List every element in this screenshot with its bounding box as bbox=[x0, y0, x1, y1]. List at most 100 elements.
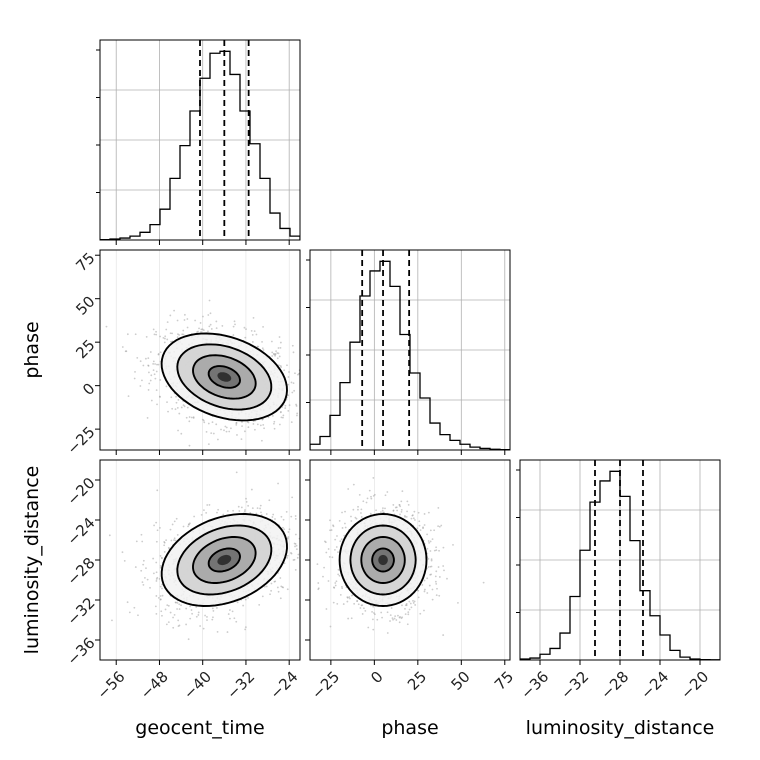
scatter-point bbox=[384, 494, 387, 497]
scatter-point bbox=[426, 547, 429, 550]
scatter-point bbox=[372, 494, 375, 497]
scatter-point bbox=[180, 432, 183, 435]
scatter-point bbox=[370, 497, 373, 500]
scatter-point bbox=[201, 418, 204, 421]
scatter-point bbox=[343, 534, 346, 537]
scatter-point bbox=[152, 328, 155, 331]
scatter-point bbox=[335, 546, 338, 548]
scatter-point bbox=[139, 385, 142, 387]
scatter-point bbox=[284, 404, 287, 407]
scatter-point bbox=[169, 528, 172, 531]
scatter-point bbox=[380, 511, 382, 514]
y-tick-label: −36 bbox=[63, 634, 98, 669]
scatter-point bbox=[152, 363, 155, 365]
scatter-point bbox=[242, 604, 245, 607]
scatter-point bbox=[430, 573, 433, 576]
scatter-point bbox=[397, 614, 399, 617]
scatter-point bbox=[328, 556, 331, 558]
scatter-point bbox=[208, 504, 211, 506]
scatter-point bbox=[166, 321, 169, 324]
scatter-point bbox=[229, 617, 231, 620]
scatter-point bbox=[159, 335, 162, 338]
scatter-point bbox=[194, 319, 197, 322]
scatter-point bbox=[293, 542, 296, 545]
scatter-point bbox=[172, 626, 175, 629]
scatter-point bbox=[406, 623, 409, 626]
scatter-point bbox=[372, 605, 375, 608]
scatter-point bbox=[355, 517, 358, 520]
scatter-point bbox=[295, 403, 298, 406]
scatter-point bbox=[235, 471, 238, 474]
scatter-point bbox=[241, 425, 243, 428]
scatter-point bbox=[371, 610, 373, 613]
scatter-point bbox=[348, 596, 351, 598]
scatter-point bbox=[276, 357, 279, 360]
scatter-point bbox=[152, 369, 155, 372]
scatter-point bbox=[317, 402, 319, 404]
scatter-point bbox=[383, 511, 385, 514]
scatter-point bbox=[273, 422, 275, 425]
scatter-point bbox=[164, 337, 166, 340]
scatter-point bbox=[247, 504, 250, 507]
scatter-point bbox=[155, 389, 158, 392]
scatter-point bbox=[318, 563, 320, 565]
scatter-point bbox=[247, 596, 249, 599]
scatter-point bbox=[150, 374, 153, 377]
scatter-point bbox=[206, 619, 208, 622]
scatter-point bbox=[344, 510, 346, 513]
joint-panel-geocent_time-luminosity_distance bbox=[99, 459, 321, 661]
scatter-point bbox=[436, 587, 438, 590]
scatter-point bbox=[173, 614, 176, 616]
panel-frame bbox=[99, 249, 301, 451]
scatter-point bbox=[435, 582, 438, 585]
scatter-point bbox=[287, 394, 290, 397]
scatter-point bbox=[156, 529, 159, 532]
scatter-point bbox=[155, 612, 158, 615]
x-tick-label: −36 bbox=[517, 668, 552, 703]
scatter-point bbox=[171, 523, 174, 526]
scatter-point bbox=[210, 328, 213, 330]
scatter-point bbox=[423, 524, 426, 526]
scatter-point bbox=[144, 357, 147, 360]
scatter-point bbox=[147, 364, 150, 367]
scatter-point bbox=[186, 406, 189, 409]
scatter-point bbox=[195, 606, 198, 608]
scatter-point bbox=[292, 351, 295, 354]
scatter-point bbox=[176, 608, 178, 610]
scatter-point bbox=[291, 344, 294, 347]
scatter-point bbox=[254, 428, 256, 431]
scatter-point bbox=[141, 379, 143, 382]
scatter-point bbox=[386, 491, 389, 493]
scatter-point bbox=[155, 595, 158, 597]
scatter-point bbox=[159, 598, 162, 601]
scatter-point bbox=[259, 424, 262, 427]
scatter-point bbox=[305, 378, 307, 380]
scatter-point bbox=[332, 601, 335, 604]
scatter-point bbox=[186, 326, 189, 329]
x-tick-label: −32 bbox=[557, 668, 592, 703]
scatter-point bbox=[282, 518, 285, 521]
scatter-point bbox=[298, 372, 300, 375]
scatter-point bbox=[147, 357, 150, 360]
scatter-point bbox=[185, 623, 187, 626]
scatter-point bbox=[251, 507, 254, 510]
scatter-point bbox=[319, 548, 321, 550]
scatter-point bbox=[275, 350, 278, 353]
scatter-point bbox=[237, 505, 240, 508]
scatter-point bbox=[395, 619, 398, 621]
scatter-point bbox=[271, 351, 274, 354]
scatter-point bbox=[398, 616, 401, 619]
scatter-point bbox=[228, 430, 231, 433]
scatter-point bbox=[182, 404, 185, 407]
scatter-point bbox=[323, 566, 325, 569]
scatter-point bbox=[108, 534, 111, 537]
scatter-point bbox=[155, 580, 158, 582]
scatter-point bbox=[407, 613, 410, 616]
scatter-point bbox=[197, 614, 200, 616]
scatter-point bbox=[352, 483, 355, 486]
scatter-point bbox=[206, 616, 208, 618]
scatter-point bbox=[421, 584, 424, 586]
scatter-point bbox=[185, 416, 188, 419]
scatter-point bbox=[170, 539, 173, 542]
